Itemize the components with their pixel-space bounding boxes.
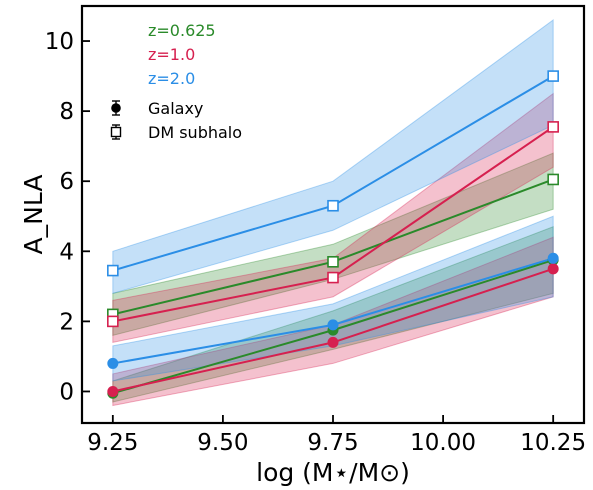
band-z-2-0-galaxy [112, 215, 554, 382]
point-z-1-0-dm-subhalo [547, 121, 559, 133]
point-z-1-0-dm-subhalo [327, 271, 339, 284]
point-z-2-0-dm-subhalo [547, 70, 559, 82]
point-z-2-0-dm-subhalo [327, 199, 339, 212]
y-tick-label: 0 [59, 379, 74, 405]
point-z-1-0-galaxy [547, 263, 559, 275]
y-tick-label: 4 [59, 239, 74, 265]
x-axis-ticks: 9.25 9.50 9.75 10.00 10.25 [87, 415, 586, 456]
point-z-0-625-dm-subhalo [327, 256, 339, 268]
x-axis-label: log (M⋆/M⊙) [256, 458, 410, 487]
band-z-0-625-galaxy [112, 226, 554, 403]
point-z-1-0-dm-subhalo [107, 315, 119, 328]
point-z-2-0-galaxy [547, 252, 559, 264]
point-z-1-0-galaxy [327, 336, 339, 348]
y-tick-label: 8 [59, 99, 74, 125]
error-bands [112, 19, 554, 407]
legend-marker-dm-subhalo [110, 126, 122, 138]
legend-marker-galaxy [111, 103, 121, 113]
legend-redshift-label: z=0.625 [148, 21, 216, 40]
legend-marker-label: DM subhalo [148, 123, 242, 142]
y-tick-label: 10 [45, 29, 74, 55]
point-z-2-0-galaxy [107, 357, 119, 369]
series-markers [107, 70, 559, 399]
y-tick-label: 6 [59, 169, 74, 195]
point-z-0-625-dm-subhalo [547, 173, 559, 186]
y-axis-label: A_NLA [19, 175, 48, 255]
x-tick-label: 9.75 [307, 430, 358, 456]
point-z-2-0-dm-subhalo [107, 264, 119, 277]
x-tick-label: 10.25 [520, 430, 586, 456]
band-z-0-625-dm-subhalo [112, 152, 554, 337]
point-z-1-0-galaxy [107, 385, 119, 397]
y-tick-label: 2 [59, 309, 74, 335]
y-axis-ticks: 0 2 4 6 8 10 [45, 29, 90, 405]
x-tick-label: 9.25 [87, 430, 138, 456]
legend-redshift-label: z=2.0 [148, 69, 195, 88]
legend-redshift-label: z=1.0 [148, 45, 195, 64]
legend-marker-label: Galaxy [148, 99, 203, 118]
x-tick-label: 9.50 [197, 430, 248, 456]
x-tick-label: 10.00 [410, 430, 476, 456]
legend: z=0.625 z=1.0 z=2.0 Galaxy DM subhalo [110, 21, 242, 142]
point-z-2-0-galaxy [327, 319, 339, 331]
